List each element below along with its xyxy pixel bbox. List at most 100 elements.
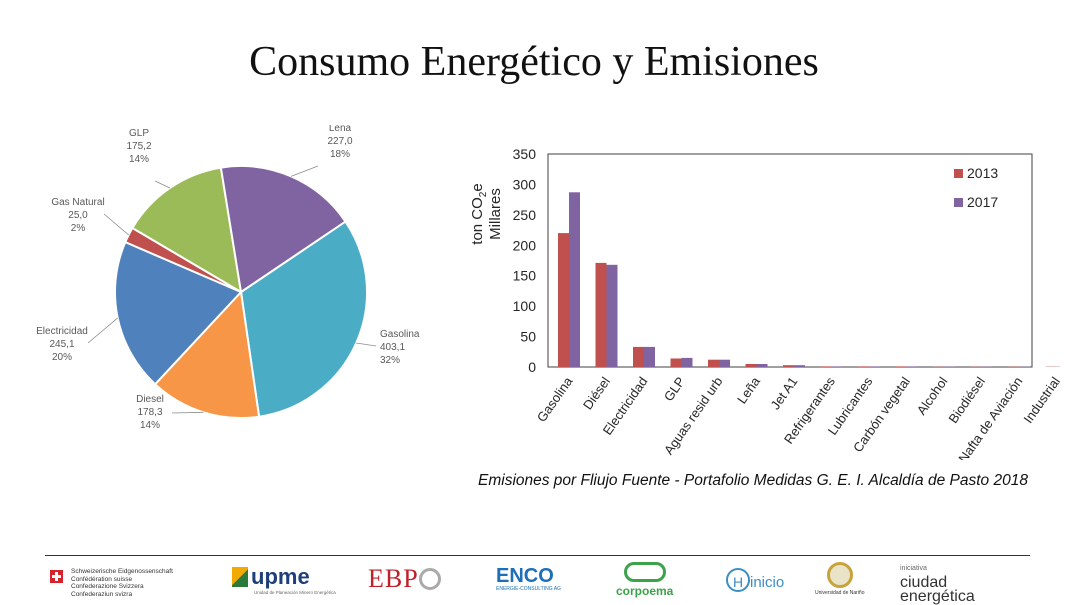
swiss-text-line: Confédération suisse: [71, 576, 173, 584]
upme-subtitle: Unidad de Planeación Minero Energética: [254, 590, 336, 595]
bar-diesel-2017: [607, 265, 618, 367]
legend-label-2017: 2017: [967, 194, 998, 210]
ebp-name: EBP: [368, 564, 419, 593]
x-tick-label: GLP: [661, 374, 688, 404]
bar-lena-2017: [757, 364, 768, 367]
swiss-text-line: Confederaziun svizra: [71, 591, 173, 599]
swiss-text-line: Confederazione Svizzera: [71, 583, 173, 591]
y-tick-label: 250: [513, 207, 537, 223]
pie-value-label: 178,3: [137, 407, 162, 418]
enco-subtitle: ENERGIE-CONSULTING AG: [496, 586, 561, 592]
x-tick-label: Industrial: [1020, 374, 1060, 426]
corpoema-name: corpoema: [616, 584, 673, 598]
bar-lena-2013: [746, 364, 757, 367]
pie-label: Leña: [329, 125, 352, 134]
bar-refrigerantes-2013: [821, 366, 832, 367]
y-tick-label: 300: [513, 176, 537, 192]
narino-seal-icon: [827, 562, 853, 588]
hinicio-mark-icon: H: [726, 568, 750, 592]
pie-percent-label: 32%: [380, 355, 400, 366]
swiss-text-line: Schweizerische Eidgenossenschaft: [71, 568, 173, 576]
bar-gasolina-2013: [558, 233, 569, 367]
bar-electricidad-2017: [644, 347, 655, 367]
logo-ebp: EBP: [368, 564, 441, 594]
legend-label-2013: 2013: [967, 165, 998, 181]
pie-percent-label: 18%: [330, 149, 350, 160]
y-axis-label: ton CO2e: [469, 183, 489, 244]
y-tick-label: 100: [513, 298, 537, 314]
ciudad-line2: energética: [900, 588, 975, 605]
y-tick-label: 200: [513, 237, 537, 253]
logo-enco: ENCO ENERGIE-CONSULTING AG: [496, 565, 561, 592]
pie-label: Diesel: [136, 394, 164, 405]
plot-area-frame: [548, 154, 1032, 367]
pie-percent-label: 20%: [52, 352, 72, 363]
pie-percent-label: 2%: [71, 223, 86, 234]
logo-upme: upme Unidad de Planeación Minero Energét…: [232, 564, 310, 590]
bar-jet-a1-2013: [783, 365, 794, 367]
x-tick-label: Gasolina: [534, 373, 576, 424]
pie-leader-line: [88, 318, 118, 343]
pie-leader-line: [155, 181, 170, 188]
pie-label: Electricidad: [36, 326, 88, 337]
pie-value-label: 25,0: [68, 210, 88, 221]
y-axis-label-part: e: [469, 183, 486, 191]
pie-percent-label: 14%: [140, 420, 160, 431]
pie-value-label: 175,2: [126, 141, 151, 152]
bar-refrigerantes-2017: [832, 366, 843, 367]
pie-value-label: 245,1: [49, 339, 74, 350]
logo-swiss-confederation: Schweizerische Eidgenossenschaft Confédé…: [71, 568, 173, 598]
logo-corpoema: corpoema: [616, 562, 673, 600]
legend-swatch-2017: [954, 198, 963, 207]
y-tick-label: 0: [528, 359, 536, 375]
bar-carbon-vegetal-2017: [907, 366, 918, 367]
bar-lubricantes-2013: [858, 366, 869, 367]
bar-aguas-resid-urb-2017: [719, 360, 730, 367]
bar-jet-a1-2017: [794, 365, 805, 367]
x-tick-label: Jet A1: [767, 374, 800, 412]
swiss-flag-icon: [50, 570, 63, 583]
pie-chart: Gasolina 403,1 32% Diesel 178,3 14% Electricid…: [20, 125, 450, 465]
hinicio-name: inicio: [750, 574, 784, 591]
x-tick-label: Diésel: [580, 374, 613, 412]
upme-mark-icon: [232, 567, 248, 587]
pie-leader-line: [291, 166, 318, 176]
pie-leader-line: [104, 214, 129, 235]
legend-swatch-2013: [954, 169, 963, 178]
pie-label: Gas Natural: [51, 197, 104, 208]
x-tick-label: Alcohol: [914, 374, 951, 418]
y-axis-label-part: ton CO: [469, 197, 486, 245]
y-tick-label: 350: [513, 146, 537, 162]
bar-carbon-vegetal-2013: [896, 366, 907, 367]
upme-name: upme: [251, 564, 310, 589]
bar-gasolina-2017: [569, 192, 580, 367]
bar-aguas-resid-urb-2013: [708, 360, 719, 367]
logo-universidad-narino: Universidad de Nariño: [815, 562, 864, 596]
page-title: Consumo Energético y Emisiones: [0, 38, 1068, 86]
bar-lubricantes-2017: [869, 366, 880, 367]
pie-label: Gasolina: [380, 329, 420, 340]
bar-glp-2017: [682, 358, 693, 367]
x-tick-label: Leña: [734, 373, 763, 406]
bar-electricidad-2013: [633, 347, 644, 367]
y-tick-label: 50: [520, 329, 536, 345]
pie-leader-line: [172, 412, 203, 413]
pie-value-label: 403,1: [380, 342, 405, 353]
chart-caption: Emisiones por Fliujo Fuente - Portafolio…: [478, 472, 1028, 490]
narino-name: Universidad de Nariño: [815, 590, 864, 596]
enco-name: ENCO: [496, 565, 554, 587]
bar-diesel-2013: [596, 263, 607, 367]
ebp-ring-icon: [419, 568, 441, 590]
pie-value-label: 227,0: [327, 136, 352, 147]
y-axis-label-line2: Millares: [487, 188, 504, 240]
logo-ciudad-energetica: iniciativa ciudad energética: [900, 562, 975, 604]
corpoema-mark-icon: [624, 562, 666, 582]
bar-glp-2013: [671, 359, 682, 368]
pie-percent-label: 14%: [129, 154, 149, 165]
pie-label: GLP: [129, 128, 149, 139]
footer-divider: [45, 555, 1030, 556]
y-tick-label: 150: [513, 268, 537, 284]
pie-leader-line: [356, 343, 376, 346]
